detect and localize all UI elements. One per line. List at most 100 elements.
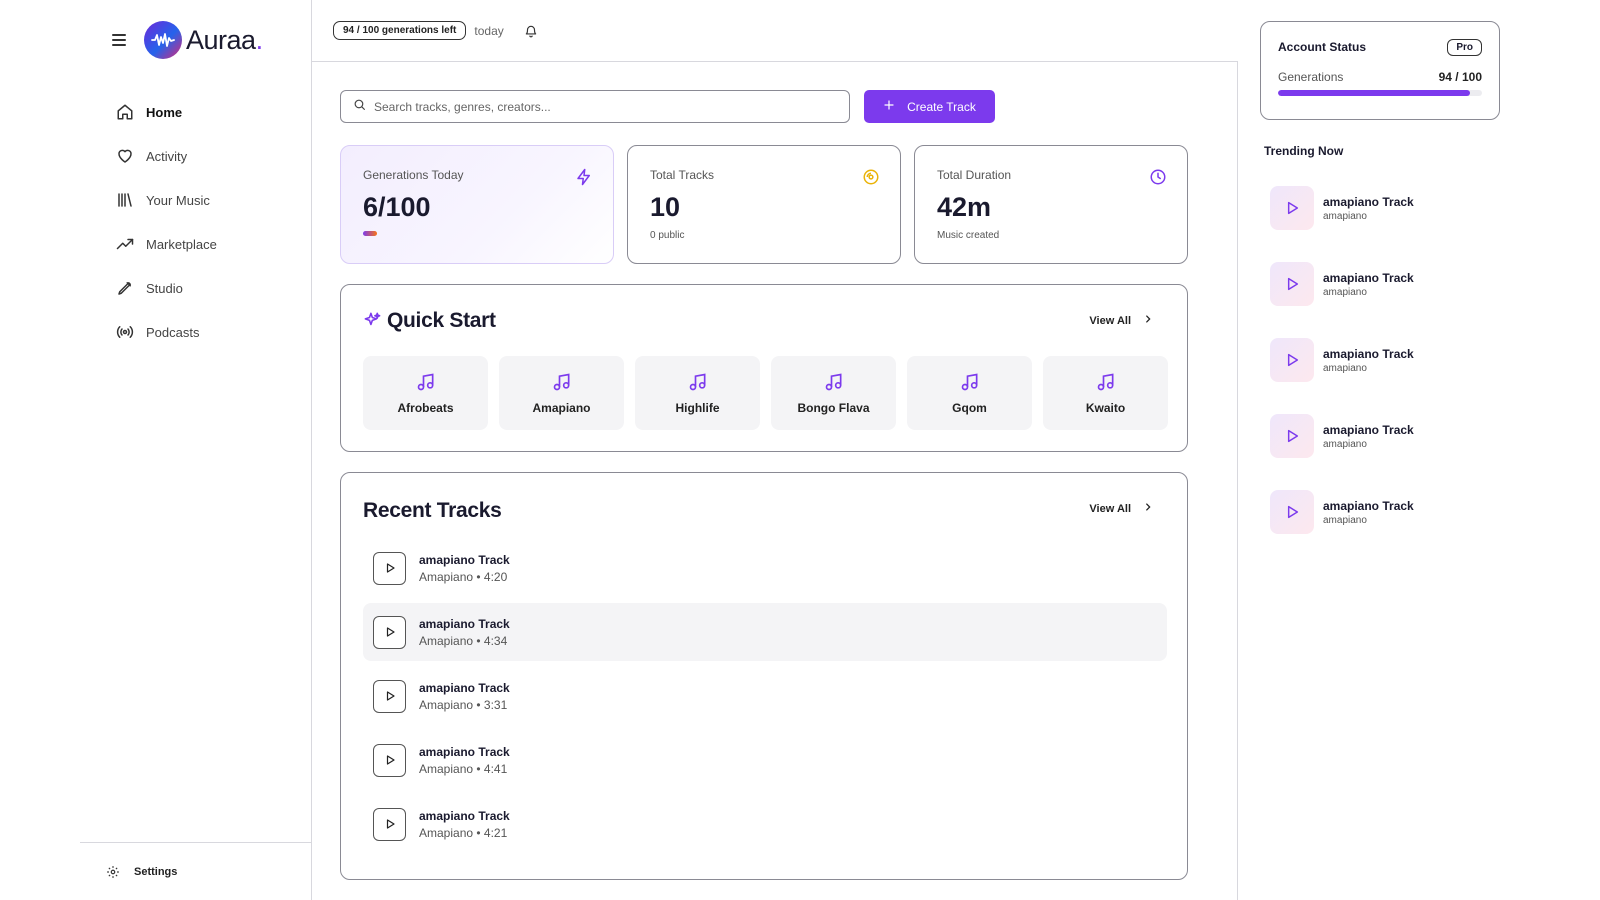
- menu-icon[interactable]: [112, 34, 126, 46]
- trending-item[interactable]: amapiano Track amapiano: [1270, 490, 1414, 534]
- search-icon: [353, 98, 366, 116]
- genre-grid: Afrobeats Amapiano Highlife Bongo Flava …: [363, 356, 1168, 430]
- trending-track-genre: amapiano: [1323, 438, 1367, 450]
- quick-start-view-all[interactable]: View All: [1089, 314, 1153, 327]
- sidebar-item-label: Activity: [146, 148, 188, 164]
- track-title: amapiano Track: [419, 552, 510, 567]
- trending-info: amapiano Track amapiano: [1323, 499, 1414, 526]
- play-icon[interactable]: [373, 743, 406, 777]
- genre-label: Highlife: [675, 400, 720, 415]
- sidebar-item-podcasts[interactable]: Podcasts: [116, 310, 296, 354]
- trending-track-title: amapiano Track: [1323, 422, 1414, 437]
- track-title: amapiano Track: [419, 680, 510, 695]
- logo-text: Auraa.: [186, 24, 263, 55]
- sidebar-item-studio[interactable]: Studio: [116, 266, 296, 310]
- trending-item[interactable]: amapiano Track amapiano: [1270, 414, 1414, 458]
- genre-card-highlife[interactable]: Highlife: [635, 356, 760, 430]
- sidebar-item-marketplace[interactable]: Marketplace: [116, 222, 296, 266]
- search-input[interactable]: [374, 99, 824, 114]
- play-icon[interactable]: [373, 551, 406, 585]
- track-row[interactable]: amapiano Track Amapiano • 3:31: [363, 667, 1167, 725]
- genre-card-afrobeats[interactable]: Afrobeats: [363, 356, 488, 430]
- track-list: amapiano Track Amapiano • 4:20 amapiano …: [363, 539, 1167, 859]
- music-note-icon: [416, 372, 436, 392]
- genre-label: Kwaito: [1085, 400, 1126, 415]
- music-note-icon: [960, 372, 980, 392]
- track-title: amapiano Track: [419, 616, 510, 631]
- today-label: today: [474, 23, 504, 38]
- play-icon[interactable]: [1270, 186, 1314, 230]
- stat-sub: Music created: [937, 230, 1000, 241]
- home-icon: [116, 103, 134, 121]
- sidebar: Auraa. Home Activity Your Music Marketpl…: [80, 0, 312, 900]
- track-meta: Amapiano • 4:41: [419, 761, 508, 776]
- search-box[interactable]: [340, 90, 850, 123]
- music-note-icon: [552, 372, 572, 392]
- pen-icon: [116, 279, 134, 297]
- play-icon[interactable]: [1270, 262, 1314, 306]
- app-window: Auraa. Home Activity Your Music Marketpl…: [80, 0, 1526, 900]
- trending-item[interactable]: amapiano Track amapiano: [1270, 186, 1414, 230]
- play-icon[interactable]: [373, 615, 406, 649]
- play-icon[interactable]: [373, 807, 406, 841]
- bell-icon[interactable]: [524, 24, 538, 38]
- play-icon[interactable]: [1270, 414, 1314, 458]
- stat-label: Total Duration: [937, 168, 1012, 182]
- sidebar-item-label: Studio: [146, 280, 183, 296]
- stat-label: Generations Today: [363, 168, 464, 182]
- view-all-label: View All: [1089, 314, 1131, 327]
- create-track-button[interactable]: Create Track: [864, 90, 995, 123]
- settings-label: Settings: [134, 865, 178, 878]
- stat-card-total-tracks: Total Tracks 10 0 public: [627, 145, 901, 264]
- generations-progress-bar: [363, 231, 377, 236]
- stat-card-generations: Generations Today 6/100: [340, 145, 614, 264]
- play-icon[interactable]: [373, 679, 406, 713]
- generations-usage-bar: [1278, 90, 1482, 96]
- music-note-icon: [824, 372, 844, 392]
- track-row[interactable]: amapiano Track Amapiano • 4:21: [363, 795, 1167, 853]
- play-icon[interactable]: [1270, 490, 1314, 534]
- track-row[interactable]: amapiano Track Amapiano • 4:20: [363, 539, 1167, 597]
- trending-item[interactable]: amapiano Track amapiano: [1270, 262, 1414, 306]
- topbar: 94 / 100 generations left today: [312, 0, 1238, 62]
- track-row[interactable]: amapiano Track Amapiano • 4:34: [363, 603, 1167, 661]
- account-status-title: Account Status: [1278, 40, 1367, 54]
- recent-tracks-panel: Recent Tracks View All amapiano Track Am…: [340, 472, 1188, 880]
- sidebar-item-activity[interactable]: Activity: [116, 134, 296, 178]
- account-status-card: Account Status Pro Generations 94 / 100: [1260, 21, 1500, 120]
- genre-card-bongo-flava[interactable]: Bongo Flava: [771, 356, 896, 430]
- disc-icon: [862, 168, 880, 186]
- genre-card-kwaito[interactable]: Kwaito: [1043, 356, 1168, 430]
- plan-badge: Pro: [1447, 39, 1482, 56]
- play-icon[interactable]: [1270, 338, 1314, 382]
- chevron-right-icon: [1143, 502, 1153, 515]
- genre-label: Bongo Flava: [797, 400, 870, 415]
- stat-card-total-duration: Total Duration 42m Music created: [914, 145, 1188, 264]
- sidebar-item-label: Marketplace: [146, 236, 217, 252]
- track-row[interactable]: amapiano Track Amapiano • 4:41: [363, 731, 1167, 789]
- broadcast-icon: [116, 323, 134, 341]
- trending-list: amapiano Track amapiano amapiano Track a…: [1270, 186, 1414, 566]
- sidebar-item-home[interactable]: Home: [116, 90, 296, 134]
- trending-track-title: amapiano Track: [1323, 270, 1414, 285]
- chevron-right-icon: [1143, 314, 1153, 327]
- genre-card-amapiano[interactable]: Amapiano: [499, 356, 624, 430]
- sidebar-nav: Home Activity Your Music Marketplace Stu…: [116, 90, 296, 354]
- view-all-label: View All: [1089, 502, 1131, 515]
- gear-icon: [106, 865, 120, 879]
- track-info: amapiano Track Amapiano • 3:31: [419, 681, 510, 712]
- heart-icon: [116, 147, 134, 165]
- settings-button[interactable]: Settings: [80, 842, 312, 900]
- track-info: amapiano Track Amapiano • 4:20: [419, 553, 510, 584]
- trending-item[interactable]: amapiano Track amapiano: [1270, 338, 1414, 382]
- generations-row: Generations 94 / 100: [1278, 70, 1482, 84]
- trending-track-title: amapiano Track: [1323, 194, 1414, 209]
- clock-icon: [1149, 168, 1167, 186]
- genre-card-gqom[interactable]: Gqom: [907, 356, 1032, 430]
- sidebar-item-label: Podcasts: [146, 324, 200, 340]
- sidebar-item-your-music[interactable]: Your Music: [116, 178, 296, 222]
- genre-label: Afrobeats: [397, 400, 454, 415]
- recent-tracks-view-all[interactable]: View All: [1089, 502, 1153, 515]
- logo[interactable]: Auraa.: [144, 21, 263, 59]
- main-content: Create Track Generations Today 6/100 Tot…: [312, 62, 1238, 900]
